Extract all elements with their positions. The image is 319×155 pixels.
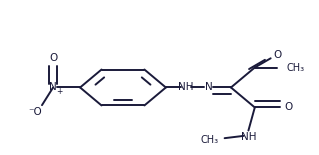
Text: NH: NH [241,132,256,142]
Text: ⁻O: ⁻O [29,107,42,117]
Text: O: O [49,53,57,63]
Text: O: O [284,102,292,113]
Text: +: + [56,87,62,96]
Text: CH₃: CH₃ [200,135,218,146]
Text: NH: NH [178,82,194,93]
Text: N: N [49,82,57,93]
Text: CH₃: CH₃ [286,62,305,73]
Text: N: N [205,82,212,93]
Text: O: O [273,50,281,60]
